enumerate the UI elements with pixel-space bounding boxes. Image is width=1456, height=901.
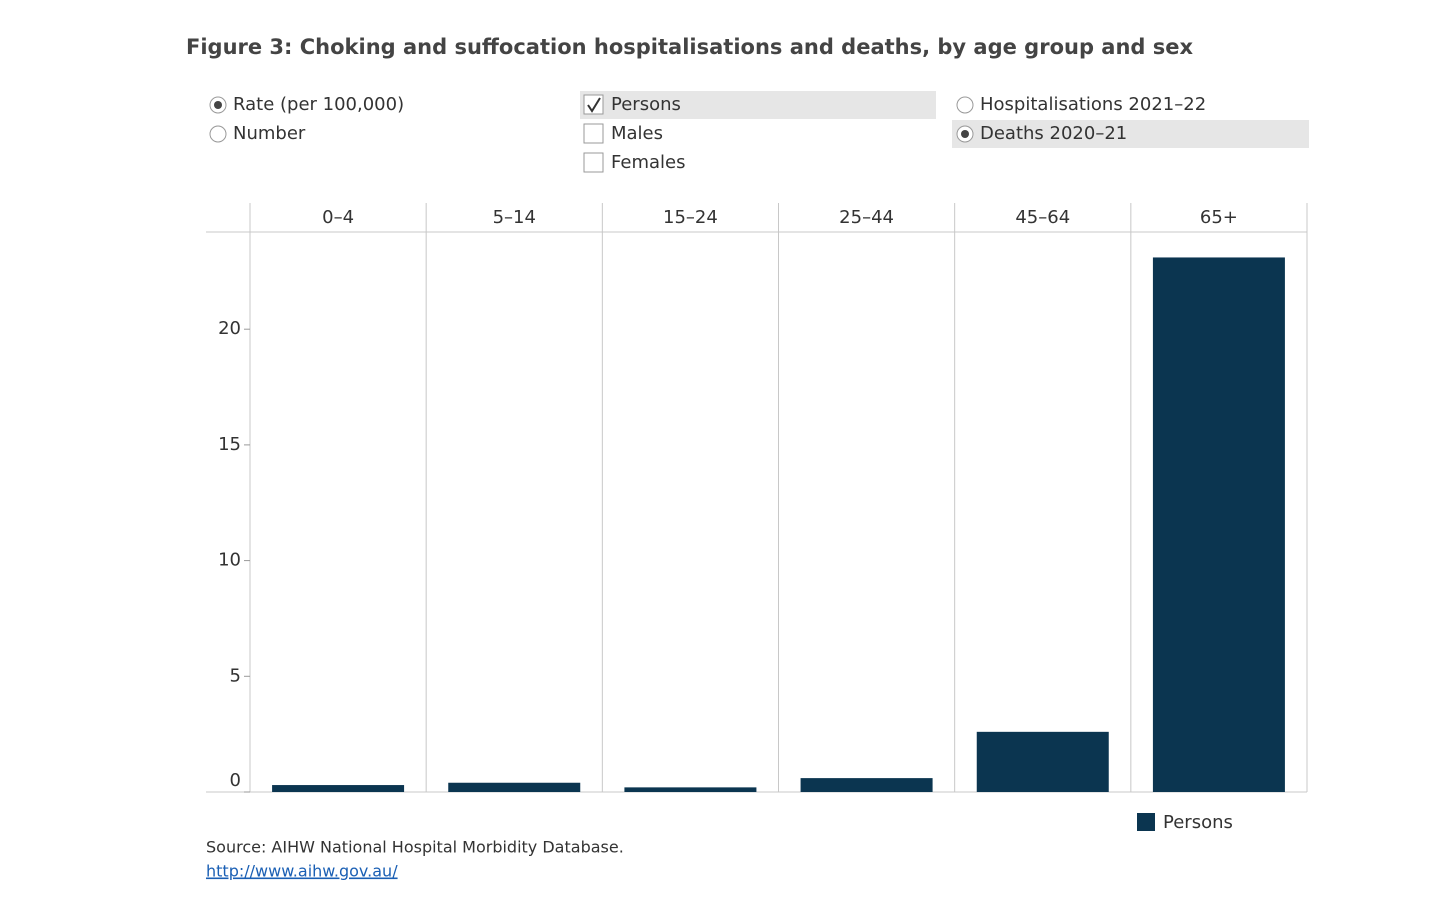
bar — [1152, 257, 1285, 792]
radio[interactable] — [956, 96, 974, 114]
highlight — [952, 120, 1309, 148]
radio-label[interactable]: Number — [233, 123, 306, 144]
x-tick-label: 25–44 — [839, 207, 894, 228]
highlight — [580, 91, 936, 119]
bar — [800, 778, 933, 792]
x-tick-label: 0–4 — [322, 207, 354, 228]
check-mark — [587, 97, 601, 113]
radio-label[interactable]: Hospitalisations 2021–22 — [980, 94, 1206, 115]
checkbox[interactable] — [583, 94, 604, 115]
bar — [976, 731, 1109, 792]
bar — [448, 782, 581, 792]
checkbox[interactable] — [583, 152, 604, 173]
x-tick-label: 45–64 — [1015, 207, 1070, 228]
x-tick-label: 15–24 — [663, 207, 718, 228]
y-tick-label: 20 — [218, 318, 241, 339]
legend-swatch — [1137, 813, 1155, 831]
bar — [624, 787, 757, 792]
radio-label[interactable]: Rate (per 100,000) — [233, 94, 404, 115]
x-tick-label: 65+ — [1200, 207, 1238, 228]
radio-dot — [961, 130, 969, 138]
y-tick-label: 10 — [218, 550, 241, 571]
checkbox[interactable] — [583, 123, 604, 144]
legend-label: Persons — [1163, 812, 1233, 833]
y-tick-label: 0 — [230, 770, 241, 791]
y-tick-label: 5 — [230, 665, 241, 686]
checkbox-label[interactable]: Females — [611, 152, 685, 173]
radio-label[interactable]: Deaths 2020–21 — [980, 123, 1127, 144]
source-link[interactable]: http://www.aihw.gov.au/ — [206, 862, 398, 881]
x-tick-label: 5–14 — [493, 207, 536, 228]
checkbox-label[interactable]: Males — [611, 123, 663, 144]
y-tick-label: 15 — [218, 434, 241, 455]
radio-dot — [214, 101, 222, 109]
checkbox-label[interactable]: Persons — [611, 94, 681, 115]
chart-title: Figure 3: Choking and suffocation hospit… — [186, 35, 1194, 59]
source: Source: AIHW National Hospital Morbidity… — [206, 838, 624, 857]
radio[interactable] — [209, 125, 227, 143]
bar — [272, 785, 405, 792]
